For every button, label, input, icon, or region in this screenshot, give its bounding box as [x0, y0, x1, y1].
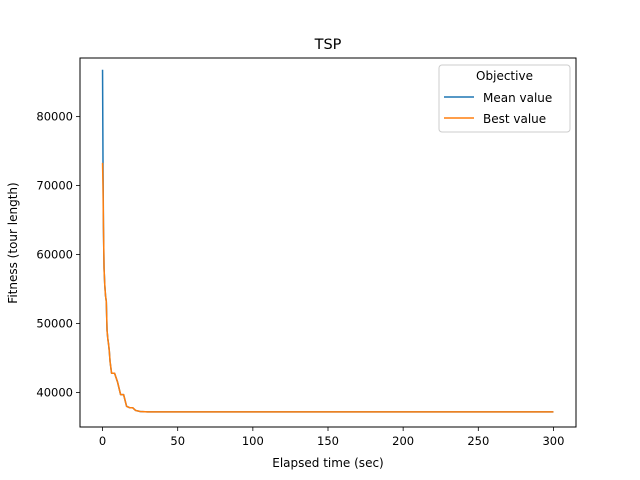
x-axis: 0 50 100 150 200 250 300 [99, 427, 564, 448]
chart-title: TSP [314, 37, 342, 53]
x-axis-label: Elapsed time (sec) [272, 456, 383, 470]
y-axis-label: Fitness (tour length) [6, 182, 20, 303]
y-tick-label: 60000 [36, 248, 73, 262]
y-tick-label: 80000 [36, 110, 73, 124]
x-tick-label: 100 [242, 434, 264, 448]
x-tick-label: 200 [392, 434, 414, 448]
y-tick-label: 40000 [36, 386, 73, 400]
x-tick-label: 150 [317, 434, 339, 448]
x-tick-label: 50 [170, 434, 185, 448]
y-tick-label: 50000 [36, 317, 73, 331]
y-axis: 40000 50000 60000 70000 80000 [36, 110, 80, 400]
legend-label-mean: Mean value [483, 91, 552, 105]
x-tick-label: 250 [467, 434, 489, 448]
series-line-best-value [101, 162, 554, 413]
legend-label-best: Best value [483, 112, 546, 126]
y-tick-label: 70000 [36, 179, 73, 193]
series-layer [101, 69, 554, 413]
x-tick-label: 0 [99, 434, 106, 448]
legend-title: Objective [476, 69, 533, 83]
x-tick-label: 300 [542, 434, 564, 448]
legend-box [438, 64, 571, 133]
legend: Objective Mean value Best value [438, 64, 571, 133]
